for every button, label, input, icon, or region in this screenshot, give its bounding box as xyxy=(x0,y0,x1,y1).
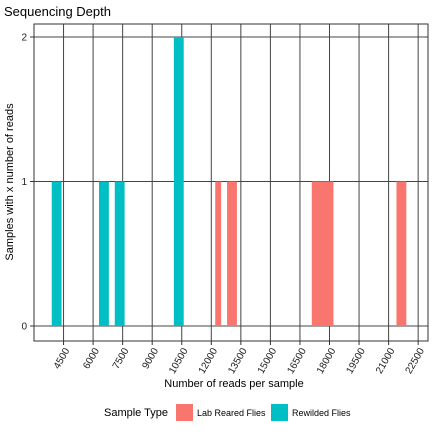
y-tick-label: 1 xyxy=(21,177,27,188)
y-tick-label: 0 xyxy=(21,322,27,333)
legend-label: Rewilded Flies xyxy=(292,408,351,418)
plot-border xyxy=(33,23,429,342)
x-tick-label: 4500 xyxy=(52,346,73,371)
legend-title: Sample Type xyxy=(104,407,168,419)
y-tick-label: 2 xyxy=(21,33,27,44)
bars-layer xyxy=(51,37,407,326)
legend: Sample Type Lab Reared Flies Rewilded Fli… xyxy=(104,404,351,421)
bar xyxy=(114,181,125,326)
x-tick-label: 7500 xyxy=(111,346,132,371)
legend-label: Lab Reared Flies xyxy=(197,408,266,418)
x-tick-label: 16500 xyxy=(285,346,309,376)
bar xyxy=(173,37,184,326)
bar xyxy=(396,181,407,326)
x-tick-label: 6000 xyxy=(81,346,102,371)
x-tick-label: 22500 xyxy=(404,346,428,376)
x-tick-label: 19500 xyxy=(345,346,369,376)
bar xyxy=(311,181,334,326)
x-tick-label: 13500 xyxy=(226,346,250,376)
axis-ticks: 4500 6000 7500 9000 10500 12000 13500 15000 1650… xyxy=(21,33,427,376)
x-tick-label: 10500 xyxy=(167,346,191,376)
bar xyxy=(215,181,222,326)
x-axis-label: Number of reads per sample xyxy=(164,378,303,390)
x-tick-label: 12000 xyxy=(197,346,221,376)
x-tick-label: 18000 xyxy=(315,346,339,376)
bar xyxy=(51,181,62,326)
chart-title: Sequencing Depth xyxy=(4,4,111,19)
bar xyxy=(99,181,109,326)
bar xyxy=(227,181,237,326)
y-axis-label: Samples with x number of reads xyxy=(4,103,16,261)
x-tick-label: 21000 xyxy=(374,346,398,376)
legend-swatch xyxy=(271,404,288,421)
x-tick-label: 9000 xyxy=(140,346,161,371)
legend-swatch xyxy=(176,404,193,421)
x-tick-label: 15000 xyxy=(256,346,280,376)
